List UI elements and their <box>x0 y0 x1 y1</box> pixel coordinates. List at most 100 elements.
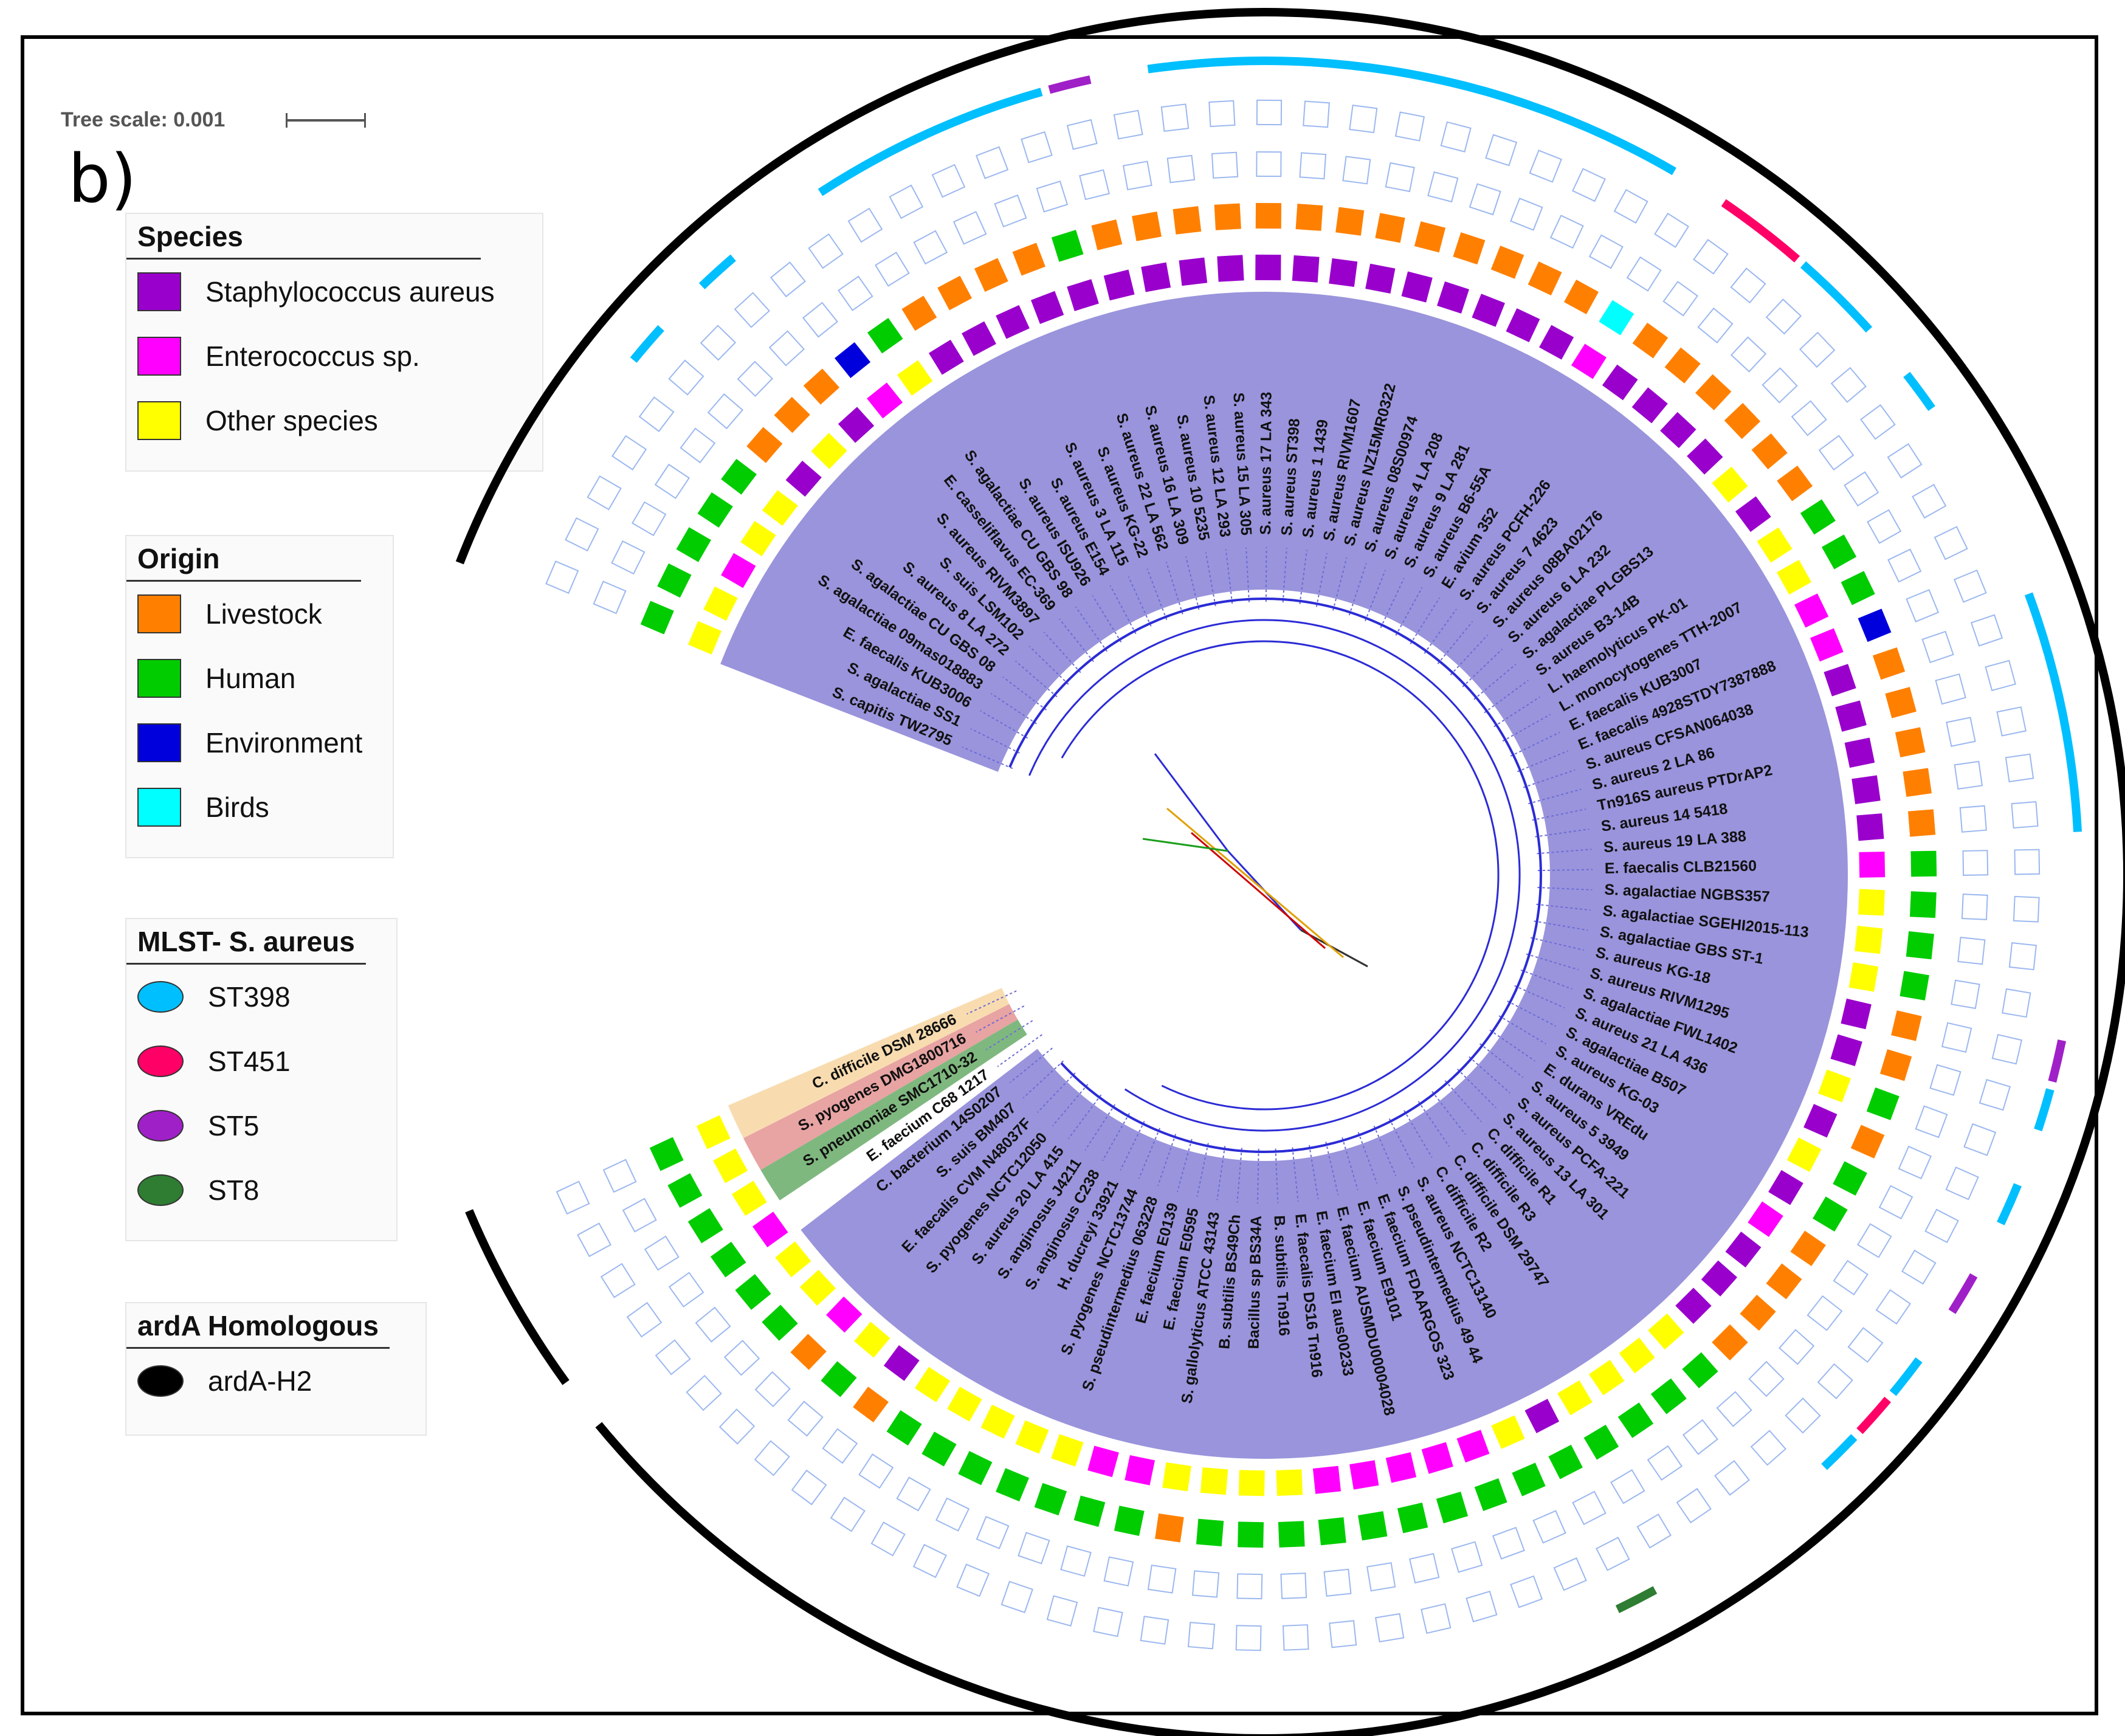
leaf-branch <box>1245 547 1250 602</box>
leaf-branch <box>1043 632 1081 673</box>
data-cell-filled <box>1238 1521 1264 1548</box>
data-cell-filled <box>835 342 871 378</box>
data-cell-filled <box>1859 852 1886 878</box>
data-cell-filled <box>735 1273 771 1311</box>
data-cell-empty <box>1970 614 2003 647</box>
data-cell-filled <box>1818 1069 1851 1103</box>
entero-swatch <box>137 337 181 376</box>
mlst-arc <box>698 254 736 289</box>
data-cell-filled <box>1132 211 1162 241</box>
leaf-branch <box>1084 1104 1116 1151</box>
data-cell-filled <box>1885 687 1917 718</box>
leaf-branch <box>1157 1134 1177 1187</box>
legend-mlst: MLST- S. aureus ST398 ST451 ST5 ST8 <box>125 918 398 1241</box>
data-cell-filled <box>1472 294 1505 327</box>
leaf-branch <box>1520 969 1572 990</box>
data-cell-empty <box>680 427 716 464</box>
leaf-branch <box>1348 563 1367 616</box>
data-cell-filled <box>640 601 674 635</box>
data-cell-empty <box>1485 134 1518 167</box>
data-cell-filled <box>1397 1503 1428 1534</box>
legend-item-label: Other species <box>205 405 378 436</box>
legend-item-label: Livestock <box>205 598 322 630</box>
data-cell-filled <box>762 490 798 526</box>
data-cell-empty <box>1409 1552 1440 1584</box>
data-cell-empty <box>1915 1105 1948 1138</box>
data-cell-empty <box>723 1340 760 1376</box>
leaf-branch <box>1196 1143 1209 1197</box>
data-cell-filled <box>1588 1360 1625 1396</box>
data-cell-filled <box>1648 1313 1684 1350</box>
data-cell-empty <box>1510 1575 1543 1608</box>
data-cell-empty <box>791 1469 827 1506</box>
leaf-branch <box>1537 869 1593 872</box>
data-cell-empty <box>1654 212 1690 248</box>
data-cell-filled <box>867 317 903 354</box>
data-cell-filled <box>1810 628 1844 662</box>
taxon-label: S. aureus 17 LA 343 <box>1257 392 1275 535</box>
data-cell-filled <box>1583 1424 1619 1460</box>
data-cell-filled <box>1292 255 1320 283</box>
legend-arda-title: ardA Homologous <box>126 1303 390 1349</box>
legend-species-title: Species <box>126 214 481 260</box>
data-cell-empty <box>1282 1624 1309 1651</box>
tree-backbone-arc <box>1008 598 1542 1153</box>
data-cell-empty <box>1963 1123 1997 1156</box>
data-cell-filled <box>1794 593 1829 628</box>
leaf-branch <box>1532 808 1586 821</box>
leaf-branch <box>1502 714 1551 742</box>
data-cell-filled <box>1421 1442 1453 1474</box>
data-cell-empty <box>1303 100 1330 128</box>
leaf-branch <box>1315 553 1328 607</box>
data-cell-empty <box>1572 168 1606 202</box>
data-cell-filled <box>1114 1506 1145 1536</box>
data-cell-empty <box>1935 673 1966 705</box>
leaf-branch <box>1015 660 1058 698</box>
mlst-arc <box>1903 371 1935 412</box>
data-cell-empty <box>1954 760 1983 790</box>
data-cell-empty <box>686 1374 722 1411</box>
data-cell-filled <box>1855 925 1883 954</box>
mlst-arc <box>1721 199 1800 263</box>
leaf-branch <box>1325 1142 1339 1196</box>
data-cell-filled <box>1850 1125 1885 1159</box>
tree-center-disk <box>979 590 1550 1161</box>
data-cell-filled <box>775 1241 811 1278</box>
data-cell-empty <box>1596 1537 1630 1571</box>
data-cell-filled <box>697 492 733 528</box>
clade-highlight <box>743 993 1039 1170</box>
data-cell-empty <box>626 1301 663 1338</box>
data-cell-empty <box>976 1515 1010 1549</box>
data-cell-empty <box>668 359 704 396</box>
data-cell-filled <box>1012 243 1045 276</box>
leaf-branch <box>1523 769 1576 788</box>
leaf-branch <box>1510 731 1560 757</box>
data-cell-filled <box>962 321 996 356</box>
data-cell-empty <box>638 396 675 432</box>
data-cell-empty <box>622 1197 657 1233</box>
data-cell-empty <box>1844 471 1879 507</box>
root-branch <box>1154 753 1229 852</box>
data-cell-filled <box>1660 412 1696 449</box>
data-cell-filled <box>1401 271 1433 303</box>
leaf-branch <box>1473 664 1517 700</box>
data-cell-filled <box>1031 291 1064 324</box>
leaf-branch <box>1185 556 1200 610</box>
data-cell-filled <box>1563 280 1599 315</box>
data-cell-filled <box>721 553 756 588</box>
leaf-branch <box>1534 920 1588 931</box>
leaf-branch <box>1357 1132 1378 1184</box>
data-cell-filled <box>1907 809 1936 837</box>
leaf-branch <box>1437 621 1473 664</box>
data-cell-filled <box>1214 203 1241 230</box>
leaf-branch <box>1037 1072 1076 1113</box>
data-cell-filled <box>1856 813 1884 841</box>
legend-item-label: ST451 <box>208 1045 291 1077</box>
data-cell-empty <box>754 1371 791 1408</box>
staph-swatch <box>137 272 181 311</box>
legend-item: Birds <box>126 775 393 839</box>
data-cell-empty <box>1191 1570 1220 1598</box>
data-cell-filled <box>762 1304 798 1341</box>
leaf-branch <box>1526 953 1579 971</box>
mlst-arc <box>1615 1586 1658 1613</box>
